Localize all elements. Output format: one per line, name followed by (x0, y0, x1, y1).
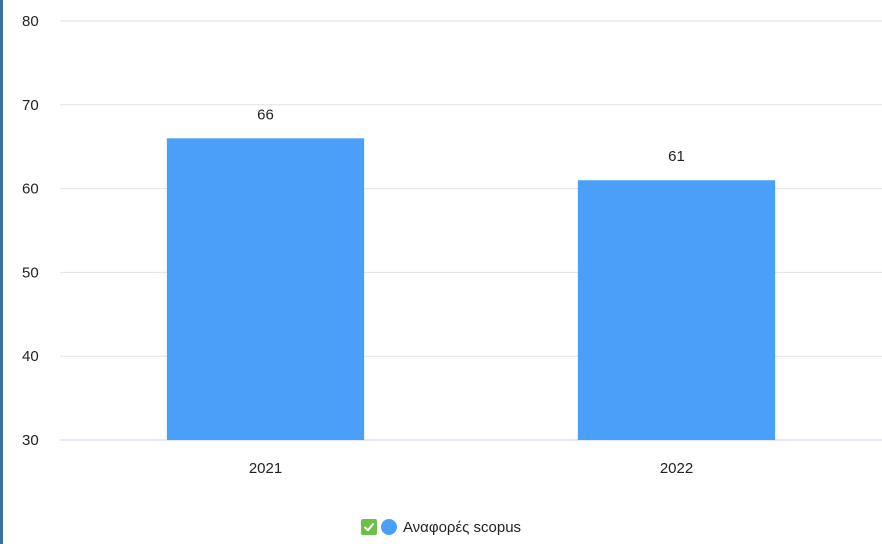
checkbox-checked-icon (363, 523, 374, 532)
left-edge-border (0, 0, 3, 544)
legend-checkbox[interactable] (360, 519, 377, 535)
data-label-2021: 66 (257, 106, 274, 123)
legend: Αναφορές scopus (0, 515, 882, 539)
y-tick-label: 60 (22, 181, 39, 198)
y-tick-label: 30 (22, 432, 39, 449)
x-tick-label-2022: 2022 (660, 460, 693, 477)
bars (166, 138, 776, 440)
legend-label[interactable]: Αναφορές scopus (402, 518, 522, 536)
data-labels: 66 61 (257, 106, 685, 165)
x-axis-ticks: 2021 2022 (249, 460, 693, 477)
legend-swatch (380, 519, 397, 535)
data-label-2022: 61 (668, 148, 685, 165)
y-tick-label: 80 (22, 13, 39, 30)
bar-2021[interactable] (166, 138, 365, 440)
y-tick-label: 70 (22, 97, 39, 114)
bar-chart: 30 40 50 60 70 80 66 61 2021 2022 (22, 13, 882, 477)
y-tick-label: 50 (22, 264, 39, 281)
x-tick-label-2021: 2021 (249, 460, 282, 477)
y-axis-ticks: 30 40 50 60 70 80 (22, 13, 39, 449)
y-tick-label: 40 (22, 348, 39, 365)
bar-2022[interactable] (577, 180, 776, 440)
